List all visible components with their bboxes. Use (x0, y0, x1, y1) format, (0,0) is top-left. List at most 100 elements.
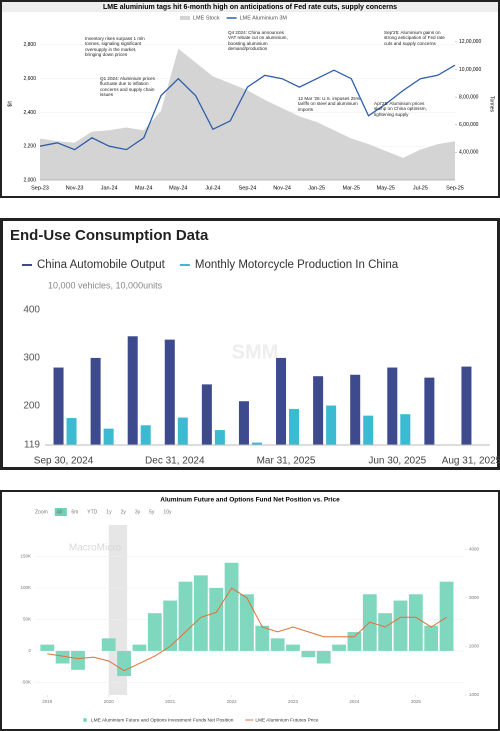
y-tick-label: 119 (24, 440, 40, 451)
zoom-button[interactable]: 6m (71, 509, 78, 515)
x-tick-label: May-24 (169, 185, 187, 191)
x-tick-label: 2020 (104, 699, 115, 704)
x-tick-label: Sep-24 (239, 185, 257, 191)
legend-swatch (180, 16, 190, 20)
bar (132, 644, 147, 651)
zoom-button[interactable]: 1y (106, 509, 112, 515)
y2-tick-label: 10,00,000 (459, 67, 481, 73)
bar (53, 367, 64, 445)
x-tick-label: Sep-25 (446, 185, 464, 191)
chart-title: LME aluminium tags hit 6-month high on a… (103, 4, 397, 11)
bar (71, 650, 85, 670)
bar (439, 581, 454, 651)
bar (251, 442, 262, 445)
bar (201, 384, 212, 445)
x-tick-label: 2022 (227, 699, 238, 704)
x-tick-label: Jan-24 (101, 185, 118, 191)
legend-label: LME Aluminium Future and Options Investm… (91, 717, 234, 723)
bar (40, 644, 55, 651)
x-tick-label: 2019 (42, 699, 53, 704)
bar (140, 425, 151, 445)
bar (103, 428, 114, 445)
y-tick-label: 2,400 (23, 110, 36, 116)
y-tick-label: 2,800 (23, 42, 36, 48)
zoom-button[interactable]: 2y (121, 509, 127, 515)
bar (214, 430, 225, 445)
annotation: 12 Mar '25: U.S. imposes 25% tariffs on … (298, 96, 360, 112)
y-tick-label: 100K (20, 585, 31, 590)
chart-title: End-Use Consumption Data (10, 227, 209, 244)
zoom-label: Zoom (35, 509, 48, 515)
x-tick-label: Sep-23 (31, 185, 49, 191)
bar (301, 650, 316, 658)
y-tick-label: 2,000 (23, 177, 36, 183)
annotation: Q4 2024: China announces VAT rebate cut … (228, 30, 288, 52)
bar (424, 625, 439, 651)
bar (178, 581, 193, 651)
bar (393, 600, 408, 651)
bar (424, 377, 435, 445)
annotation: Sep'25: Aluminium gains on strong antici… (384, 30, 445, 46)
bar (378, 613, 393, 651)
bar (55, 650, 70, 664)
bar (224, 562, 239, 651)
bar (90, 357, 101, 445)
legend-label: China Automobile Output (37, 259, 166, 271)
bar (117, 650, 131, 677)
x-tick-label: Jan-25 (308, 185, 325, 191)
bar (316, 650, 331, 664)
zoom-button[interactable]: 5y (149, 509, 155, 515)
chart-panel: LME aluminium tags hit 6-month high on a… (0, 0, 500, 198)
y-tick-label: 150K (20, 554, 31, 559)
x-tick-label: Mar 31, 2025 (257, 456, 316, 467)
y-tick-label: 300 (23, 353, 40, 364)
zoom-button-bg (54, 508, 67, 516)
x-tick-label: 2025 (411, 699, 422, 704)
y-tick-label: 200 (23, 401, 40, 412)
x-tick-label: Nov-24 (273, 185, 291, 191)
x-tick-label: Aug 31, 2025 (442, 456, 500, 467)
unit-label: 10,000 vehicles, 10,000units (48, 280, 163, 290)
line (39, 64, 456, 151)
chart-panel: Aluminum Future and Options Fund Net Pos… (0, 490, 500, 731)
y-tick-label: 50K (23, 617, 31, 622)
bar (332, 644, 346, 651)
zoom-button[interactable]: 10y (163, 509, 172, 515)
bar (164, 339, 175, 445)
chart-title: Aluminum Future and Options Fund Net Pos… (160, 497, 340, 504)
area (40, 48, 455, 181)
bar (347, 632, 362, 651)
chart: Aluminum Future and Options Fund Net Pos… (0, 490, 500, 731)
x-tick-label: May-25 (377, 185, 395, 191)
annotation: Q1 2024: Aluminium prices fluctuate due … (100, 76, 155, 98)
bar (289, 408, 300, 445)
x-tick-label: Jun 30, 2025 (368, 456, 426, 467)
bar (408, 594, 423, 651)
bar (270, 638, 285, 651)
bar (400, 414, 411, 445)
bar (313, 376, 324, 445)
zoom-button[interactable]: All (57, 509, 63, 515)
annotation: Inventory rises surpass 1 mln tonnes, si… (85, 36, 145, 58)
chart: End-Use Consumption Data China Automobile… (0, 218, 500, 470)
zoom-button[interactable]: 3y (135, 509, 141, 515)
x-tick-label: Jul-25 (413, 185, 428, 191)
bar (387, 367, 398, 445)
x-tick-label: Mar-25 (343, 185, 360, 191)
zoom-button[interactable]: YTD (87, 509, 97, 515)
legend-swatch (83, 718, 87, 722)
x-tick-label: Mar-24 (135, 185, 152, 191)
bar (177, 417, 188, 445)
bar (193, 575, 208, 651)
bar (363, 415, 374, 445)
y2-tick-label: 4,00,000 (459, 150, 479, 156)
y-tick-label: 2,600 (23, 76, 36, 82)
bar (147, 613, 162, 651)
legend-label: Monthly Motorcycle Production In China (195, 259, 399, 271)
y2-tick-label: 2000 (469, 644, 480, 649)
bar (286, 644, 300, 651)
bar (163, 600, 178, 651)
y2-tick-label: 4000 (469, 546, 480, 551)
bar (101, 638, 116, 651)
